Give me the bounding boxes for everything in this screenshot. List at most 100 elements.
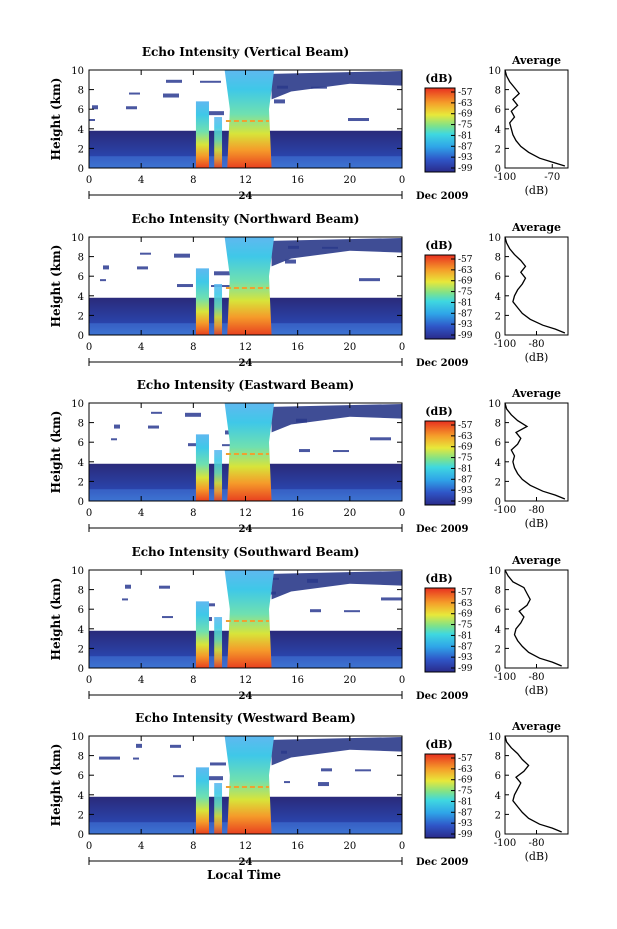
y-tick-label: 10 xyxy=(71,66,84,77)
average-y-tick-label: 0 xyxy=(495,331,501,342)
average-y-tick-label: 6 xyxy=(495,605,501,616)
x-tick-label: 8 xyxy=(190,342,196,353)
colorbar-tick-label: -63 xyxy=(458,432,473,442)
y-tick-label: 4 xyxy=(78,458,84,469)
average-y-tick-label: 10 xyxy=(488,233,501,244)
colorbar-tick-label: -57 xyxy=(458,255,473,265)
y-tick-label: 2 xyxy=(78,644,84,655)
average-y-tick-label: 4 xyxy=(495,125,501,136)
storm-echo xyxy=(224,403,275,501)
x-tick-label: 0 xyxy=(86,342,92,353)
x-tick-label: 16 xyxy=(291,342,304,353)
y-axis-label: Height (km) xyxy=(49,411,63,494)
y-tick-label: 8 xyxy=(78,419,84,430)
echo-patch xyxy=(344,610,360,613)
date-label: Dec 2009 xyxy=(416,358,468,369)
average-x-tick-label: -100 xyxy=(494,339,516,350)
echo-patch xyxy=(177,284,193,288)
colorbar-tick-label: -81 xyxy=(458,631,473,641)
echo-patch xyxy=(140,252,151,255)
colorbar-tick-label: -99 xyxy=(458,830,473,840)
average-y-tick-label: 2 xyxy=(495,311,501,322)
average-y-tick-label: 10 xyxy=(488,66,501,77)
y-tick-label: 0 xyxy=(78,331,84,342)
echo-patch xyxy=(284,781,290,784)
echo-patch xyxy=(111,438,117,441)
heatmap xyxy=(89,237,402,335)
echo-patch xyxy=(163,93,179,98)
echo-patch xyxy=(89,119,95,121)
echo-patch xyxy=(321,768,332,772)
date-label: Dec 2009 xyxy=(416,191,468,202)
echo-patch xyxy=(173,775,184,778)
x-tick-label: 8 xyxy=(190,675,196,686)
average-title: Average xyxy=(511,387,561,400)
colorbar-unit: (dB) xyxy=(425,572,452,585)
echo-patch xyxy=(310,609,321,613)
y-tick-label: 6 xyxy=(78,105,84,116)
average-y-tick-label: 0 xyxy=(495,164,501,175)
echo-patch xyxy=(185,412,201,417)
colorbar-tick-label: -99 xyxy=(458,331,473,341)
colorbar-tick-label: -93 xyxy=(458,819,473,829)
x-tick-label: 8 xyxy=(190,175,196,186)
colorbar-tick-label: -99 xyxy=(458,497,473,507)
y-tick-label: 2 xyxy=(78,311,84,322)
colorbar-tick-label: -93 xyxy=(458,653,473,663)
y-tick-label: 4 xyxy=(78,292,84,303)
convective-cell xyxy=(195,101,209,168)
y-axis-label: Height (km) xyxy=(49,744,63,827)
day-label: 24 xyxy=(239,524,253,535)
echo-patch xyxy=(103,265,109,270)
echo-patch xyxy=(166,79,182,83)
average-x-tick-label: -80 xyxy=(528,672,544,683)
echo-patch xyxy=(122,598,128,601)
echo-patch xyxy=(214,271,235,276)
colorbar-tick-label: -75 xyxy=(458,121,473,131)
upper-echo xyxy=(271,570,402,600)
day-label: 24 xyxy=(239,691,253,702)
colorbar-tick-label: -87 xyxy=(458,642,473,652)
average-y-tick-label: 4 xyxy=(495,292,501,303)
average-frame xyxy=(504,236,569,336)
convective-cell xyxy=(214,450,223,501)
y-tick-label: 6 xyxy=(78,438,84,449)
average-y-tick-label: 6 xyxy=(495,272,501,283)
average-y-tick-label: 0 xyxy=(495,830,501,841)
echo-patch xyxy=(125,584,131,589)
y-axis-label: Height (km) xyxy=(49,578,63,661)
echo-patch xyxy=(100,279,106,282)
echo-patch xyxy=(370,437,391,441)
average-y-tick-label: 2 xyxy=(495,477,501,488)
colorbar-unit: (dB) xyxy=(425,405,452,418)
average-y-tick-label: 8 xyxy=(495,586,501,597)
convective-cell xyxy=(195,601,209,668)
y-tick-label: 0 xyxy=(78,164,84,175)
x-tick-label: 20 xyxy=(343,175,356,186)
y-tick-label: 10 xyxy=(71,732,84,743)
panel-title: Echo Intensity (Southward Beam) xyxy=(132,545,360,559)
y-tick-label: 8 xyxy=(78,86,84,97)
colorbar xyxy=(424,87,456,173)
echo-patch xyxy=(162,616,173,619)
colorbar-unit: (dB) xyxy=(425,239,452,252)
colorbar-tick-label: -57 xyxy=(458,421,473,431)
y-tick-label: 6 xyxy=(78,272,84,283)
echo-patch xyxy=(137,266,148,270)
average-title: Average xyxy=(511,554,561,567)
x-tick-label: 4 xyxy=(138,841,144,852)
x-tick-label: 20 xyxy=(343,508,356,519)
average-y-tick-label: 10 xyxy=(488,732,501,743)
average-y-tick-label: 8 xyxy=(495,419,501,430)
average-profile-line xyxy=(504,569,562,667)
colorbar-tick-label: -75 xyxy=(458,454,473,464)
average-y-tick-label: 2 xyxy=(495,644,501,655)
colorbar xyxy=(424,753,456,839)
x-tick-label: 0 xyxy=(86,508,92,519)
y-tick-label: 6 xyxy=(78,771,84,782)
date-label: Dec 2009 xyxy=(416,524,468,535)
y-tick-label: 6 xyxy=(78,605,84,616)
